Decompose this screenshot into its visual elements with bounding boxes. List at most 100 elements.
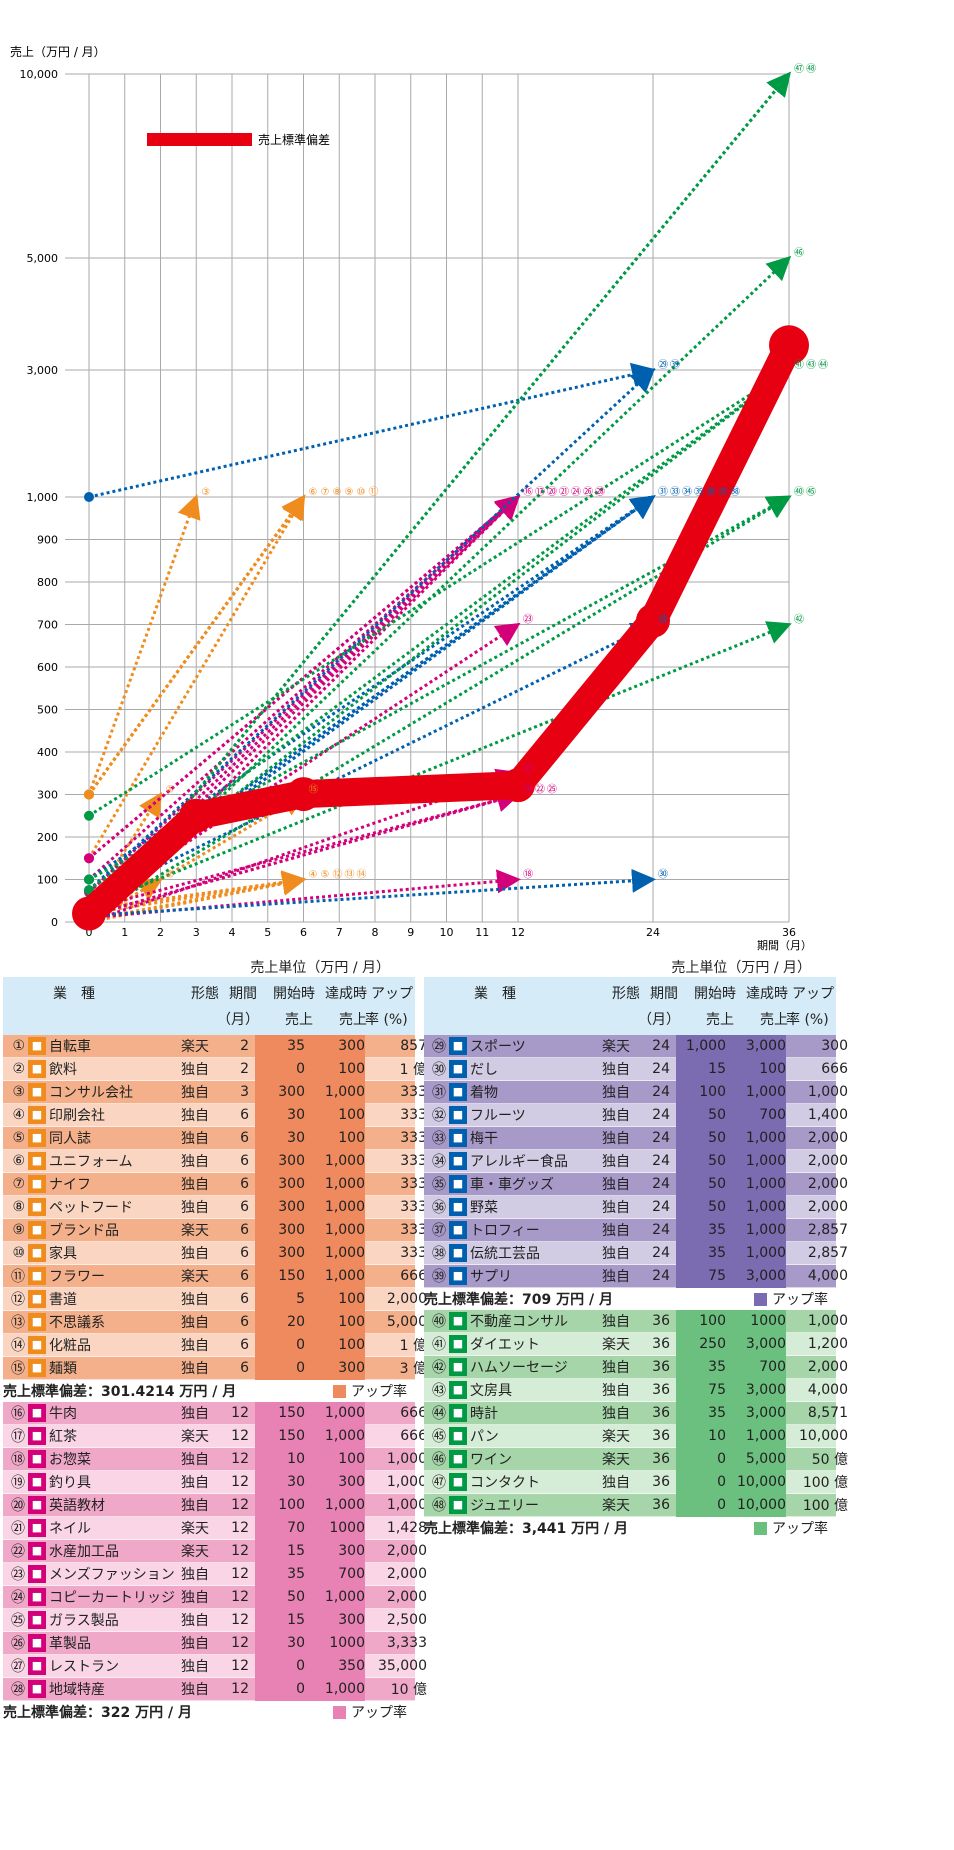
table-row: ㊼ ■ コンタクト 独自 36 0 10,000 100 億 [424,1470,848,1494]
start-sales: 300 [255,1195,309,1219]
period: 24 [652,1222,670,1238]
store-type: 独自 [181,1567,209,1583]
up-rate: 2,500 [386,1612,427,1628]
table-row: ⑥ ■ ユニフォーム 独自 6 300 1,000 333 [3,1149,427,1173]
x-tick-label: 9 [407,926,414,939]
arrow-label: ⑳ [547,486,557,498]
up-rate: 4,000 [807,1268,848,1284]
table-row: ㉔ ■ コピーカートリッジ 独自 12 50 1,000 2,000 [3,1585,427,1609]
arrow-business-0-9 [87,494,306,796]
up-rate: 100 億 [802,1475,848,1491]
table-row: ⑨ ■ ブランド品 楽天 6 300 1,000 333 [3,1218,427,1242]
up-rate: 100 億 [802,1498,848,1514]
industry-name: ネイル [49,1521,91,1537]
start-sales: 30 [255,1470,309,1494]
up-rate: 2,000 [807,1153,848,1169]
unit-label: 売上単位（万円 / 月） [671,960,811,976]
up-rate: 1,000 [386,1451,427,1467]
industry-icon: ■ [28,1680,46,1698]
arrow-label: ⑦ [321,487,330,498]
store-type: 楽天 [602,1039,630,1055]
start-sales: 300 [255,1218,309,1242]
std-footer: 売上標準偏差：709 万円 / 月 アップ率 [424,1288,836,1310]
up-rate: 857 [400,1038,427,1054]
period: 6 [240,1360,249,1376]
store-type: 独自 [602,1223,630,1239]
rate-legend-swatch [754,1521,767,1535]
period: 24 [652,1153,670,1169]
x-tick-label: 3 [193,926,200,939]
up-rate: 5,000 [386,1314,427,1330]
header-period: 期間 [229,986,257,1002]
row-number: ㉖ [11,1636,25,1652]
arrow-label: ⑨ [345,487,354,498]
industry-name: 紅茶 [49,1429,77,1445]
row-number: ㊶ [432,1337,446,1353]
start-sales: 1,000 [676,1034,730,1058]
industry-name: レストラン [49,1659,119,1675]
header-start2: 売上 [706,1012,734,1028]
period: 6 [240,1153,249,1169]
header-end: 達成時 [325,986,367,1002]
y-tick-label: 3,000 [27,364,59,377]
table-row: ⑬ ■ 不思議系 独自 6 20 100 5,000 [3,1310,427,1334]
x-tick-label: 6 [300,926,307,939]
industry-icon: ■ [28,1106,46,1124]
table-row: ㉕ ■ ガラス製品 独自 12 15 300 2,500 [3,1608,427,1632]
x-tick-label: 1 [121,926,128,939]
row-number: ㊳ [432,1246,446,1262]
arrow-business-3-6 [87,255,792,924]
industry-icon: ■ [28,1037,46,1055]
end-sales: 1000 [309,1631,365,1655]
up-rate: 2,000 [807,1359,848,1375]
y-tick-label: 200 [37,831,58,844]
start-sales: 30 [255,1126,309,1150]
arrow-label: ㊼ [794,63,804,75]
industry-name: コンタクト [470,1475,540,1491]
x-tick-label: 11 [475,926,489,939]
start-sales: 35 [676,1241,730,1265]
header-end2: 売上 [339,1012,367,1028]
up-rate: 333 [400,1130,427,1146]
std-footer: 売上標準偏差：3,441 万円 / 月 アップ率 [424,1517,836,1539]
arrow-business-0-10 [87,494,306,860]
row-number: ⑥ [12,1153,25,1169]
rate-legend-swatch [754,1292,767,1306]
industry-name: 家具 [49,1246,77,1262]
industry-name: 車・車グッズ [470,1177,554,1193]
up-rate: 333 [400,1153,427,1169]
table-row: ㉑ ■ ネイル 楽天 12 70 1000 1,428 [3,1516,427,1540]
period: 12 [231,1520,249,1536]
period: 12 [231,1566,249,1582]
x-tick-label: 0 [86,926,93,939]
store-type: 楽天 [602,1337,630,1353]
arrow-label: ㉕ [547,784,557,796]
up-rate: 2,000 [386,1543,427,1559]
table-row: ㉜ ■ フルーツ 独自 24 50 700 1,400 [424,1103,848,1127]
chart: 売上（万円 / 月） 期間（月） 0 1 2 3 4 5 6 7 8 9 10 11 12 24 36010… [10,44,828,952]
up-rate: 333 [400,1199,427,1215]
x-tick-label: 2 [157,926,164,939]
end-sales: 100 [309,1126,365,1150]
end-sales: 700 [730,1355,786,1379]
store-type: 独自 [602,1131,630,1147]
industry-name: コピーカートリッジ [49,1590,175,1606]
up-rate: 1,000 [807,1313,848,1329]
arrow-business-1-3 [88,788,521,911]
end-sales: 300 [309,1034,365,1058]
period: 6 [240,1314,249,1330]
start-sales: 30 [255,1631,309,1655]
end-sales: 100 [309,1310,365,1334]
industry-icon: ■ [28,1175,46,1193]
store-type: 独自 [181,1498,209,1514]
table-row: ① ■ 自転車 楽天 2 35 300 857 [3,1034,427,1058]
row-number: ㊱ [432,1200,446,1216]
y-tick-label: 5,000 [27,252,59,265]
industry-icon: ■ [449,1060,467,1078]
industry-icon: ■ [28,1496,46,1514]
row-number: ③ [12,1084,25,1100]
period: 6 [240,1268,249,1284]
end-sales: 300 [309,1356,365,1380]
rate-legend: アップ率 [754,1289,828,1309]
industry-icon: ■ [28,1657,46,1675]
